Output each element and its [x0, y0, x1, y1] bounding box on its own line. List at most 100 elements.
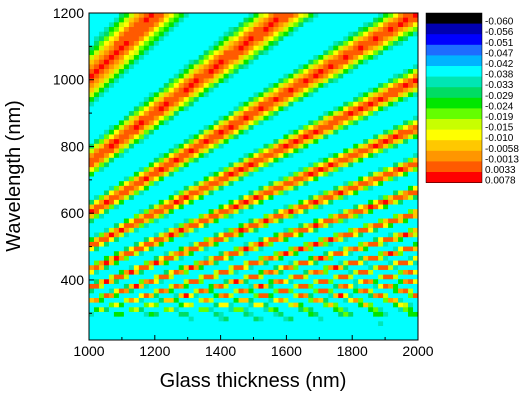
heatmap-cell: [248, 139, 255, 145]
heatmap-cell: [403, 101, 409, 108]
heatmap-cell: [138, 153, 145, 159]
heatmap-cell: [268, 293, 275, 299]
heatmap-cell: [298, 50, 304, 56]
heatmap-cell: [118, 55, 125, 61]
heatmap-cell: [148, 97, 155, 103]
heatmap-cell: [313, 237, 319, 243]
heatmap-cell: [198, 199, 205, 206]
heatmap-cell: [248, 162, 255, 168]
heatmap-cell: [128, 176, 135, 182]
heatmap-cell: [193, 22, 200, 28]
heatmap-cell: [243, 246, 250, 252]
heatmap-cell: [298, 83, 304, 89]
heatmap-cell: [353, 148, 359, 154]
heatmap-cell: [98, 307, 105, 313]
heatmap-cell: [303, 288, 309, 294]
heatmap-cell: [188, 185, 195, 192]
heatmap-cell: [413, 97, 418, 103]
heatmap-cell: [233, 17, 240, 23]
heatmap-cell: [248, 97, 255, 103]
heatmap-cell: [218, 50, 225, 56]
heatmap-cell: [308, 106, 314, 112]
heatmap-cell: [218, 269, 225, 276]
heatmap-cell: [263, 288, 270, 294]
heatmap-cell: [403, 311, 409, 318]
heatmap-cell: [228, 36, 235, 42]
heatmap-cell: [278, 92, 284, 98]
heatmap-cell: [128, 260, 135, 266]
heatmap-cell: [288, 78, 294, 84]
heatmap-cell: [293, 101, 299, 108]
heatmap-cell: [158, 157, 165, 164]
heatmap-cell: [378, 17, 384, 23]
heatmap-cell: [318, 115, 324, 122]
heatmap-cell: [288, 265, 294, 271]
heatmap-cell: [208, 153, 215, 159]
heatmap-cell: [108, 73, 115, 79]
heatmap-cell: [118, 83, 125, 89]
heatmap-cell: [248, 218, 255, 224]
heatmap-cell: [308, 125, 314, 131]
heatmap-cell: [203, 237, 210, 243]
heatmap-cell: [343, 13, 349, 19]
heatmap-cell: [103, 27, 110, 33]
heatmap-cell: [243, 218, 250, 224]
heatmap-cell: [238, 307, 245, 313]
heatmap-cell: [313, 274, 319, 280]
heatmap-cell: [343, 92, 349, 98]
heatmap-cell: [303, 279, 309, 285]
heatmap-cell: [113, 316, 120, 322]
heatmap-cell: [383, 279, 389, 285]
heatmap-cell: [138, 87, 145, 94]
heatmap-cell: [288, 307, 294, 313]
heatmap-cell: [398, 111, 404, 117]
heatmap-cell: [238, 50, 245, 56]
heatmap-cell: [303, 204, 309, 210]
heatmap-cell: [148, 307, 155, 313]
heatmap-cell: [278, 283, 284, 290]
heatmap-cell: [273, 139, 280, 145]
heatmap-cell: [413, 64, 418, 70]
heatmap-cell: [123, 87, 130, 94]
y-tick-label: 400: [61, 272, 85, 288]
heatmap-cell: [223, 64, 230, 70]
heatmap-cell: [398, 255, 404, 262]
heatmap-cell: [353, 218, 359, 224]
heatmap-cell: [143, 27, 150, 33]
heatmap-cell: [123, 69, 130, 75]
heatmap-cell: [108, 111, 115, 117]
heatmap-cell: [93, 83, 100, 89]
heatmap-cell: [403, 223, 409, 229]
heatmap-cell: [373, 59, 379, 65]
heatmap-cell: [128, 129, 135, 136]
heatmap-cell: [403, 251, 409, 257]
heatmap-cell: [113, 78, 120, 84]
heatmap-cell: [103, 213, 110, 220]
heatmap-cell: [153, 171, 160, 178]
heatmap-cell: [263, 241, 270, 248]
heatmap-cell: [308, 199, 314, 206]
heatmap-cell: [188, 335, 195, 340]
heatmap-cell: [388, 279, 394, 285]
heatmap-cell: [393, 87, 399, 94]
heatmap-cell: [273, 241, 280, 248]
heatmap-cell: [268, 36, 275, 42]
heatmap-cell: [208, 17, 215, 23]
heatmap-cell: [323, 251, 329, 257]
heatmap-cell: [178, 97, 185, 103]
heatmap-cell: [348, 311, 354, 318]
heatmap-cell: [203, 78, 210, 84]
heatmap-cell: [128, 209, 135, 215]
heatmap-cell: [308, 59, 314, 65]
heatmap-cell: [173, 199, 180, 206]
heatmap-cell: [398, 321, 404, 327]
heatmap-cell: [298, 181, 304, 187]
heatmap-cell: [288, 251, 294, 257]
heatmap-cell: [223, 111, 230, 117]
heatmap-cell: [123, 279, 130, 285]
heatmap-cell: [248, 199, 255, 206]
heatmap-cell: [303, 246, 309, 252]
heatmap-cell: [323, 36, 329, 42]
heatmap-cell: [128, 45, 135, 51]
heatmap-cell: [108, 120, 115, 126]
